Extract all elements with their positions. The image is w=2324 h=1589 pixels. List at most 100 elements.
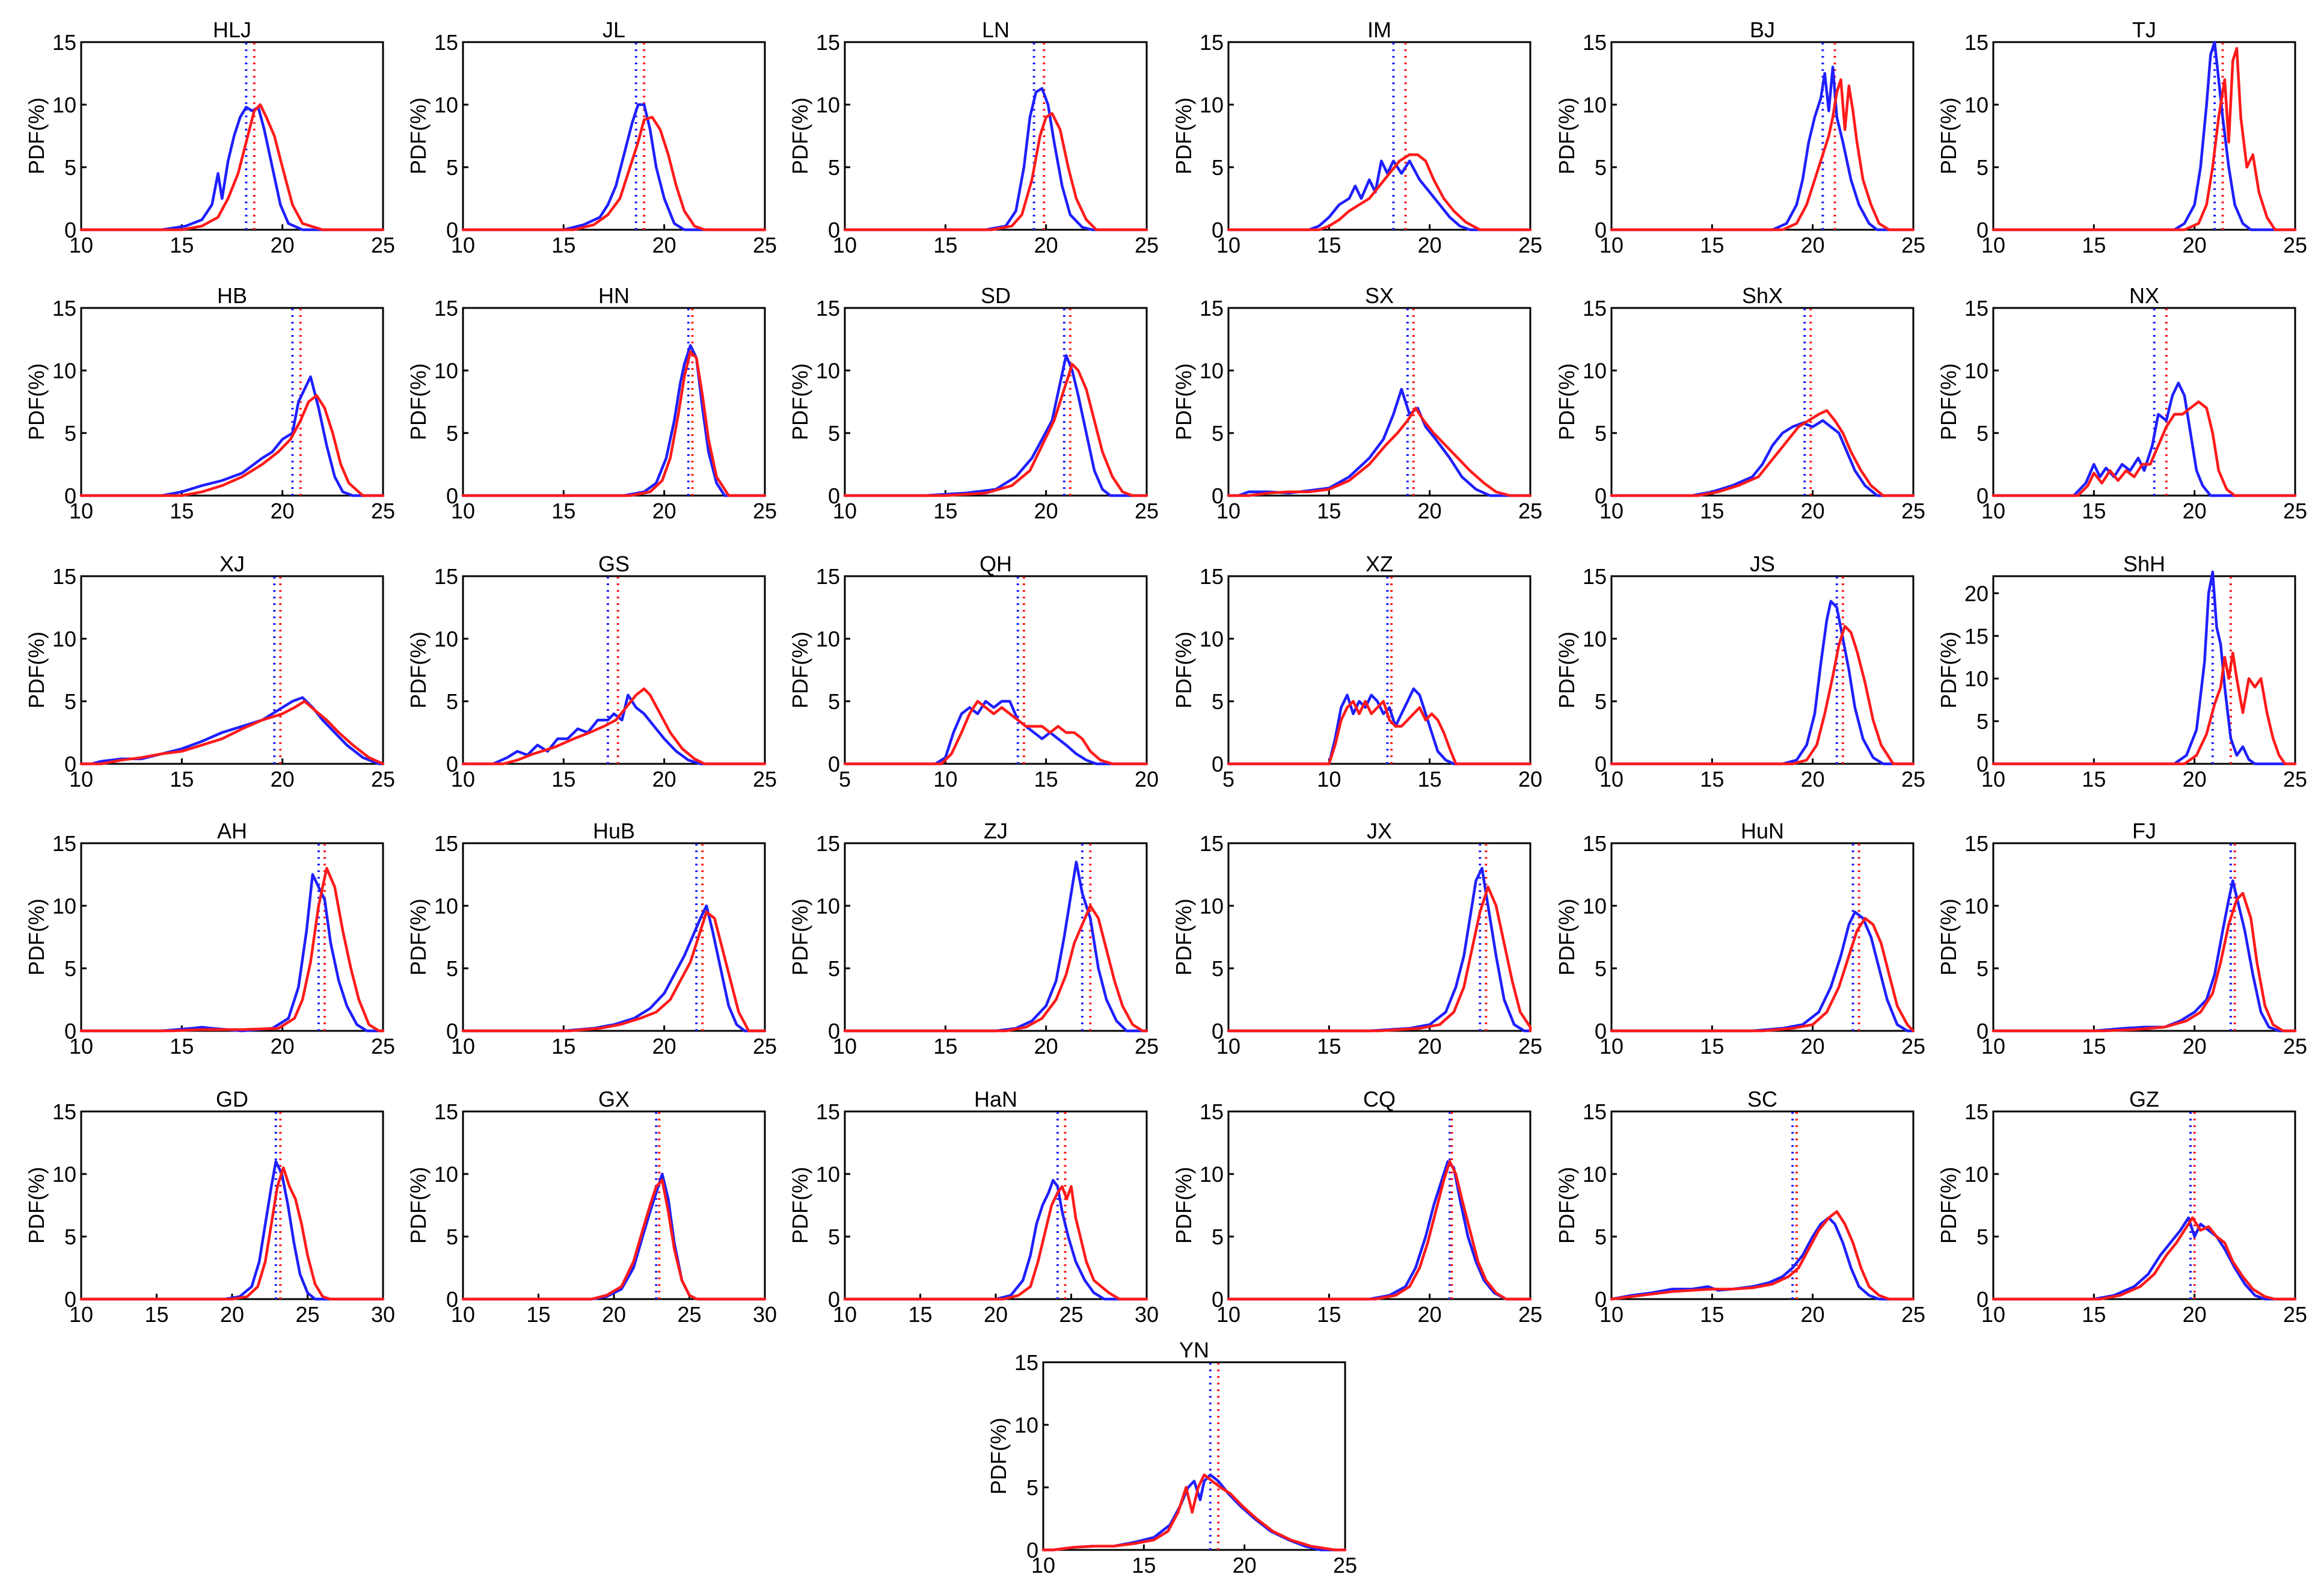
panel-title: GX xyxy=(598,1087,630,1111)
panel-jl: 10 15 20 25 0 5 10 15 JL PDF(%) xyxy=(406,17,777,257)
series-blue-line xyxy=(1991,570,2297,766)
y-axis-label: PDF(%) xyxy=(1554,1167,1579,1244)
axes-frame xyxy=(1992,575,2296,765)
y-tick-label: 0 xyxy=(1026,1538,1038,1563)
x-tick-label: 25 xyxy=(753,767,777,791)
series-red-line xyxy=(79,394,385,497)
x-tick-label: 20 xyxy=(1418,1034,1442,1059)
y-axis-label: PDF(%) xyxy=(986,1418,1011,1495)
y-tick-label: 0 xyxy=(828,752,840,776)
panel-ah: 10 15 20 25 0 5 10 15 AH PDF(%) xyxy=(24,819,395,1059)
y-tick-label: 15 xyxy=(1964,831,1988,856)
x-tick-label: 15 xyxy=(1317,1302,1341,1327)
y-tick-label: 10 xyxy=(1964,1162,1988,1187)
y-axis-label: PDF(%) xyxy=(406,97,431,174)
panel-title: SC xyxy=(1747,1087,1777,1111)
x-tick-label: 20 xyxy=(652,499,676,523)
y-tick-label: 5 xyxy=(64,956,76,981)
series-red-line xyxy=(461,687,767,766)
series-blue-line xyxy=(1227,867,1532,1033)
y-tick-label: 15 xyxy=(434,831,458,856)
axes-frame xyxy=(1610,842,1915,1032)
axes-frame xyxy=(80,307,384,497)
y-tick-label: 0 xyxy=(828,484,840,508)
y-tick-label: 10 xyxy=(1964,358,1988,383)
panel-title: GS xyxy=(598,552,630,576)
y-tick-label: 15 xyxy=(816,296,840,321)
y-tick-label: 10 xyxy=(816,1162,840,1187)
series-blue-line xyxy=(1610,66,1915,232)
axes-frame xyxy=(80,41,384,231)
x-tick-label: 25 xyxy=(1518,233,1542,257)
y-tick-label: 0 xyxy=(828,1019,840,1043)
x-tick-label: 25 xyxy=(1901,499,1925,523)
series-blue-line xyxy=(1610,1216,1915,1301)
panel-title: CQ xyxy=(1363,1087,1396,1111)
x-tick-label: 25 xyxy=(1135,499,1159,523)
y-tick-label: 5 xyxy=(1595,956,1607,981)
x-tick-label: 20 xyxy=(652,767,676,791)
panel-title: HaN xyxy=(974,1087,1017,1111)
x-tick-label: 15 xyxy=(551,499,575,523)
y-axis-label: PDF(%) xyxy=(1171,632,1196,708)
panel-jx: 10 15 20 25 0 5 10 15 JX PDF(%) xyxy=(1171,819,1542,1059)
series-blue-line xyxy=(1227,159,1532,232)
series-blue-line xyxy=(843,1179,1148,1301)
x-tick-label: 25 xyxy=(371,499,395,523)
panel-hn: 10 15 20 25 0 5 10 15 HN PDF(%) xyxy=(406,283,777,523)
series-red-line xyxy=(1227,407,1532,497)
y-tick-label: 5 xyxy=(446,956,458,981)
axes-frame xyxy=(844,842,1148,1032)
panel-zj: 10 15 20 25 0 5 10 15 ZJ PDF(%) xyxy=(788,819,1159,1059)
y-tick-label: 10 xyxy=(816,358,840,383)
series-blue-line xyxy=(1610,911,1915,1033)
y-tick-label: 15 xyxy=(1964,624,1988,648)
axes-frame xyxy=(1227,41,1531,231)
axes-frame xyxy=(844,1110,1148,1300)
series-red-line xyxy=(1991,651,2297,766)
series-blue-line xyxy=(1227,1160,1532,1301)
series-blue-line xyxy=(1610,600,1915,766)
y-tick-label: 5 xyxy=(828,1225,840,1249)
panel-title: TJ xyxy=(2132,17,2156,42)
x-tick-label: 25 xyxy=(753,499,777,523)
y-tick-label: 20 xyxy=(1964,581,1988,606)
x-tick-label: 20 xyxy=(1418,233,1442,257)
y-tick-label: 15 xyxy=(1200,564,1224,589)
y-axis-label: PDF(%) xyxy=(1554,899,1579,976)
y-tick-label: 5 xyxy=(1976,155,1988,180)
x-tick-label: 15 xyxy=(1132,1553,1156,1578)
series-red-line xyxy=(461,1179,767,1301)
x-tick-label: 20 xyxy=(271,233,295,257)
y-tick-label: 10 xyxy=(434,1162,458,1187)
series-red-line xyxy=(1227,153,1532,232)
y-tick-label: 10 xyxy=(52,358,76,383)
series-red-line xyxy=(1991,400,2297,497)
x-tick-label: 15 xyxy=(933,1034,957,1059)
axes-frame xyxy=(1992,842,2296,1032)
series-blue-line xyxy=(843,87,1148,232)
x-tick-label: 20 xyxy=(652,233,676,257)
y-tick-label: 0 xyxy=(1595,752,1607,776)
panel-title: HuB xyxy=(593,819,635,843)
y-tick-label: 0 xyxy=(64,752,76,776)
x-tick-label: 10 xyxy=(1031,1553,1055,1578)
y-tick-label: 10 xyxy=(52,1162,76,1187)
x-tick-label: 15 xyxy=(144,1302,168,1327)
x-tick-label: 20 xyxy=(2183,1302,2207,1327)
y-tick-label: 0 xyxy=(446,1287,458,1312)
x-tick-label: 25 xyxy=(1901,767,1925,791)
panel-js: 10 15 20 25 0 5 10 15 JS PDF(%) xyxy=(1554,552,1925,791)
x-tick-label: 15 xyxy=(2082,767,2106,791)
axes-frame xyxy=(844,307,1148,497)
x-tick-label: 25 xyxy=(371,1034,395,1059)
x-tick-label: 10 xyxy=(69,767,93,791)
y-tick-label: 5 xyxy=(446,421,458,446)
panel-title: XJ xyxy=(219,552,245,576)
y-axis-label: PDF(%) xyxy=(788,1167,812,1244)
series-red-line xyxy=(1991,1216,2297,1301)
y-tick-label: 5 xyxy=(1976,421,1988,446)
panel-title: NX xyxy=(2129,283,2159,308)
y-axis-label: PDF(%) xyxy=(1936,1167,1961,1244)
x-tick-label: 20 xyxy=(1801,233,1825,257)
